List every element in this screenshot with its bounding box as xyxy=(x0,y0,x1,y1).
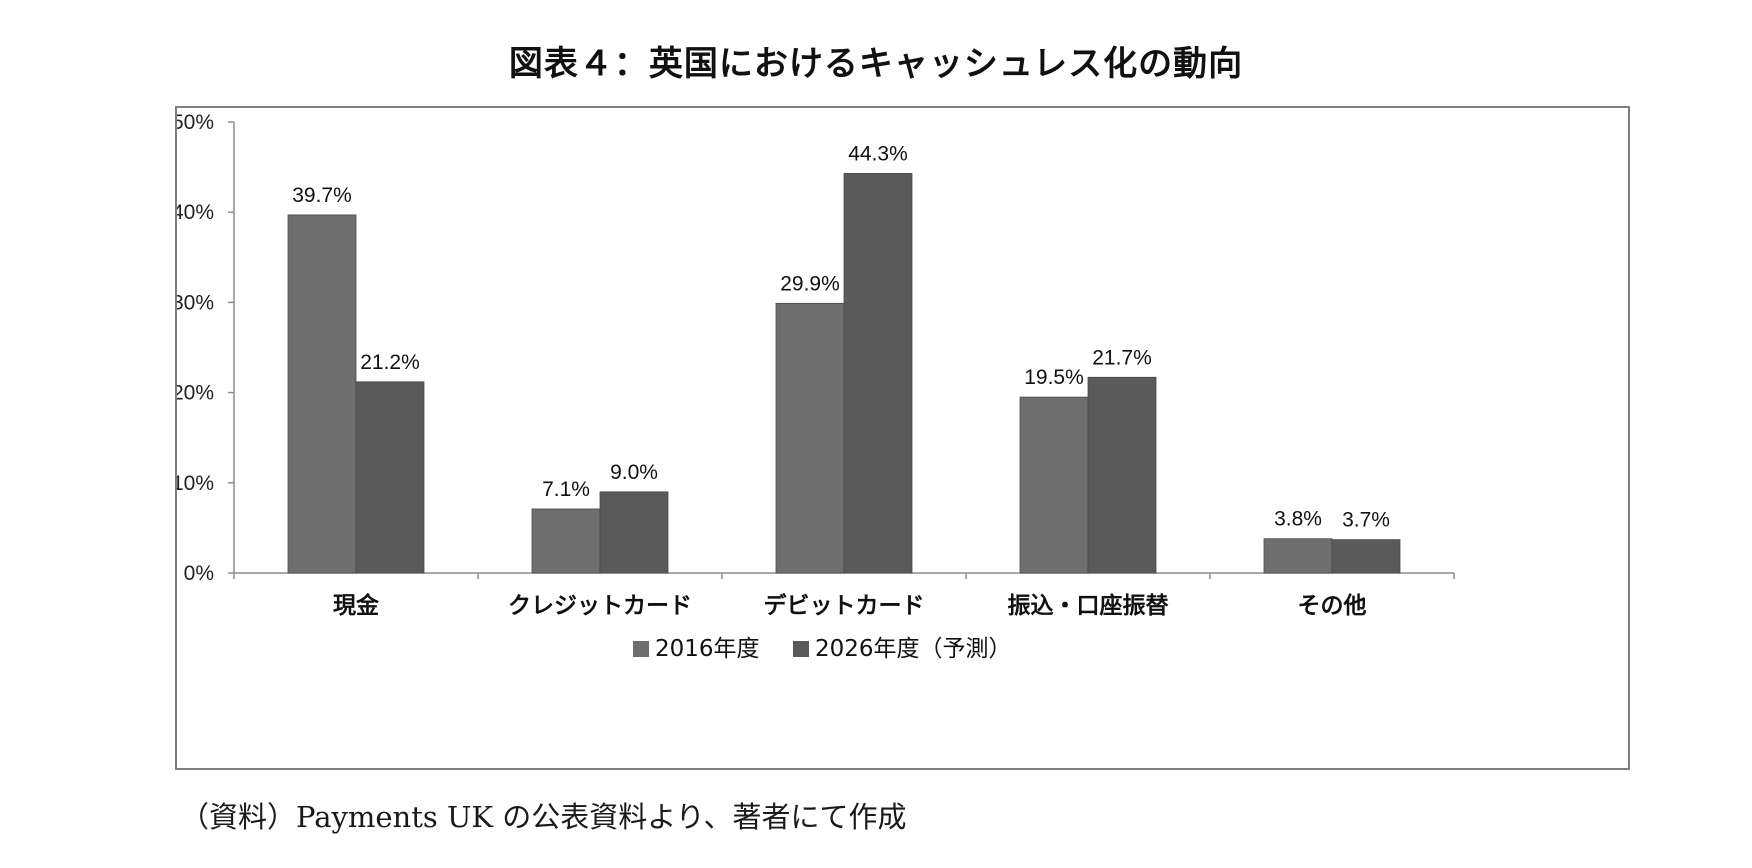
bar-2026 xyxy=(599,491,669,574)
y-tick-label: 0% xyxy=(184,562,214,585)
y-tick-label: 30% xyxy=(177,291,214,314)
category-label: 現金 xyxy=(333,592,380,619)
chart-frame: 0% 10% 20% 30% 40% 50% 現金 クレジットカード デビットカード 振込・口座… xyxy=(175,106,1630,770)
bar-2016 xyxy=(1263,538,1333,574)
bar-2016 xyxy=(531,508,601,574)
data-labels: 39.7% 21.2% 7.1% 9.0% 29.9% 44.3% 19.5% 21.7% 3.… xyxy=(292,142,1390,531)
bar-2026 xyxy=(355,381,425,574)
category-label: 振込・口座振替 xyxy=(1008,592,1169,619)
legend-label: 2016年度 xyxy=(655,636,760,662)
y-tick-label: 40% xyxy=(177,201,214,224)
y-axis: 0% 10% 20% 30% 40% 50% xyxy=(177,111,235,585)
legend-swatch xyxy=(793,641,809,657)
bar-2026 xyxy=(1087,376,1157,574)
category-label: その他 xyxy=(1298,593,1367,619)
bars xyxy=(287,173,1401,574)
category-label: クレジットカード xyxy=(508,593,692,619)
data-label: 44.3% xyxy=(848,142,908,165)
bar-chart: 0% 10% 20% 30% 40% 50% 現金 クレジットカード デビットカード 振込・口座… xyxy=(177,111,1455,662)
source-note: （資料）Payments UK の公表資料より、著者にて作成 xyxy=(180,800,907,834)
bar-2026 xyxy=(843,173,913,574)
data-label: 9.0% xyxy=(610,461,658,484)
bar-2016 xyxy=(1019,396,1089,574)
data-label: 7.1% xyxy=(542,478,590,501)
y-tick-label: 20% xyxy=(177,382,214,405)
data-label: 3.8% xyxy=(1274,508,1322,531)
data-label: 21.7% xyxy=(1092,346,1152,369)
bar-2016 xyxy=(775,302,845,574)
bar-2016 xyxy=(287,214,357,574)
legend-label: 2026年度（予測） xyxy=(815,636,1012,662)
data-label: 21.2% xyxy=(360,351,420,374)
bar-2026 xyxy=(1331,539,1401,574)
data-label: 3.7% xyxy=(1342,509,1390,532)
legend: 2016年度 2026年度（予測） xyxy=(633,636,1012,662)
data-label: 29.9% xyxy=(780,272,840,295)
y-tick-label: 10% xyxy=(177,472,214,495)
data-label: 19.5% xyxy=(1024,366,1084,389)
category-label: デビットカード xyxy=(764,592,925,619)
y-tick-label: 50% xyxy=(177,111,214,134)
x-axis: 現金 クレジットカード デビットカード 振込・口座振替 その他 xyxy=(233,572,1455,619)
chart-title: 図表４：英国におけるキャッシュレス化の動向 xyxy=(508,44,1244,84)
data-label: 39.7% xyxy=(292,184,352,207)
legend-swatch xyxy=(633,641,649,657)
